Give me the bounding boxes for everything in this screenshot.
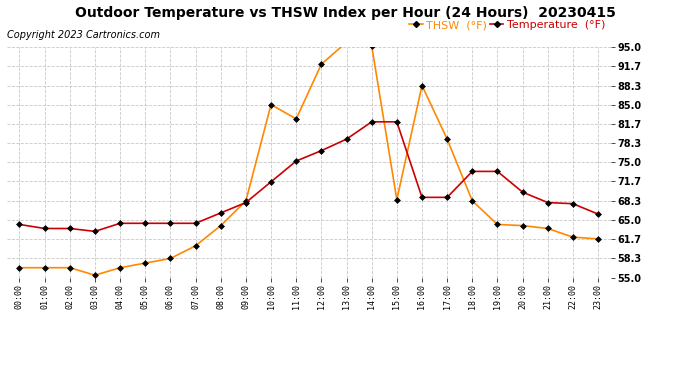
Temperature  (°F) (518, 190, 526, 194)
Temperature  (°F) (443, 195, 451, 200)
Temperature  (°F) (41, 226, 49, 231)
Temperature  (°F) (342, 137, 351, 141)
THSW  (°F) (141, 261, 150, 266)
THSW  (°F) (443, 137, 451, 141)
Temperature  (°F) (91, 229, 99, 234)
THSW  (°F) (544, 226, 552, 231)
THSW  (°F) (468, 199, 476, 203)
Temperature  (°F) (569, 201, 577, 206)
THSW  (°F) (368, 44, 376, 48)
THSW  (°F) (317, 62, 326, 66)
Text: Copyright 2023 Cartronics.com: Copyright 2023 Cartronics.com (7, 30, 160, 40)
Temperature  (°F) (418, 195, 426, 200)
Temperature  (°F) (217, 211, 225, 215)
THSW  (°F) (217, 224, 225, 228)
THSW  (°F) (267, 102, 275, 107)
Temperature  (°F) (493, 169, 502, 174)
Line: THSW  (°F): THSW (°F) (17, 40, 600, 277)
Temperature  (°F) (141, 221, 150, 225)
THSW  (°F) (116, 266, 124, 270)
Temperature  (°F) (191, 221, 199, 225)
Temperature  (°F) (368, 120, 376, 124)
Temperature  (°F) (292, 159, 300, 163)
THSW  (°F) (342, 40, 351, 45)
THSW  (°F) (493, 222, 502, 227)
Temperature  (°F) (66, 226, 74, 231)
Temperature  (°F) (267, 180, 275, 184)
Legend: THSW  (°F), Temperature  (°F): THSW (°F), Temperature (°F) (409, 20, 605, 30)
Temperature  (°F) (544, 200, 552, 205)
THSW  (°F) (518, 224, 526, 228)
Temperature  (°F) (393, 120, 401, 124)
THSW  (°F) (191, 243, 199, 248)
THSW  (°F) (166, 256, 175, 261)
THSW  (°F) (292, 117, 300, 121)
Temperature  (°F) (166, 221, 175, 225)
Temperature  (°F) (468, 169, 476, 174)
THSW  (°F) (91, 273, 99, 278)
THSW  (°F) (393, 197, 401, 202)
Temperature  (°F) (317, 148, 326, 153)
THSW  (°F) (41, 266, 49, 270)
Temperature  (°F) (15, 222, 23, 227)
Temperature  (°F) (116, 221, 124, 225)
Temperature  (°F) (241, 200, 250, 205)
THSW  (°F) (241, 199, 250, 203)
THSW  (°F) (15, 266, 23, 270)
THSW  (°F) (594, 237, 602, 241)
THSW  (°F) (418, 83, 426, 88)
THSW  (°F) (569, 235, 577, 239)
Text: Outdoor Temperature vs THSW Index per Hour (24 Hours)  20230415: Outdoor Temperature vs THSW Index per Ho… (75, 6, 615, 20)
Line: Temperature  (°F): Temperature (°F) (17, 120, 600, 234)
THSW  (°F) (66, 266, 74, 270)
Temperature  (°F) (594, 212, 602, 216)
